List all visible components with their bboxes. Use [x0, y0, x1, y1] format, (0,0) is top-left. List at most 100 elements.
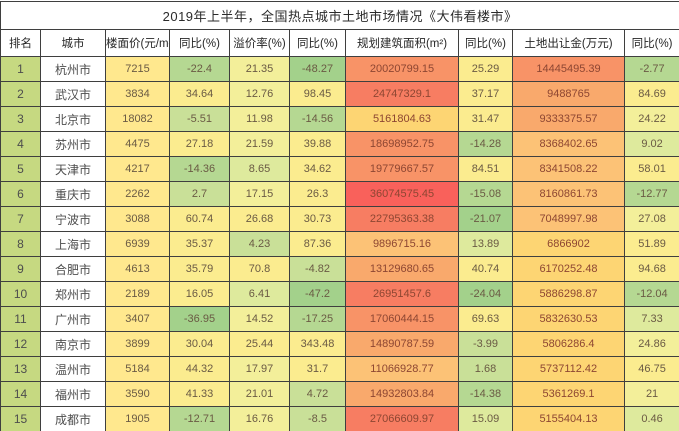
value-cell: 19779667.57 [345, 156, 459, 182]
value-cell: 87.36 [289, 231, 346, 257]
value-cell: -2.77 [623, 56, 679, 82]
rank-cell: 15 [0, 406, 41, 431]
table-row: 15 成都市 1905 -12.71 16.76 -8.5 27066609.97 15.09… [0, 406, 679, 431]
value-cell: -14.38 [458, 381, 513, 407]
city-cell: 温州市 [40, 356, 106, 382]
value-cell: 7215 [105, 56, 170, 82]
value-cell: 3590 [105, 381, 170, 407]
value-cell: 27066609.97 [345, 406, 459, 431]
value-cell: 44.32 [169, 356, 230, 382]
rank-cell: 11 [0, 306, 41, 332]
city-cell: 上海市 [40, 231, 106, 257]
value-cell: 5806286.4 [512, 331, 625, 357]
value-cell: -47.2 [289, 281, 346, 307]
value-cell: 69.63 [458, 306, 513, 332]
value-cell: 30.73 [289, 206, 346, 232]
rank-cell: 9 [0, 256, 41, 282]
value-cell: -14.56 [289, 106, 346, 132]
value-cell: 26.3 [289, 181, 346, 207]
value-cell: -3.99 [458, 331, 513, 357]
value-cell: -22.4 [169, 56, 230, 82]
value-cell: 25.29 [458, 56, 513, 82]
value-cell: 24747329.1 [345, 81, 459, 107]
value-cell: 6170252.48 [512, 256, 625, 282]
value-cell: 1905 [105, 406, 170, 431]
value-cell: 8160861.73 [512, 181, 625, 207]
table-row: 1 杭州市 7215 -22.4 21.35 -48.27 20020799.15 25.29… [0, 56, 679, 82]
value-cell: 12.76 [229, 81, 290, 107]
value-cell: 27.18 [169, 131, 230, 157]
table-row: 8 上海市 6939 35.37 4.23 87.36 9896715.16 13.89 686… [0, 231, 679, 257]
value-cell: 35.37 [169, 231, 230, 257]
value-cell: -36.95 [169, 306, 230, 332]
rank-cell: 1 [0, 56, 41, 82]
city-cell: 宁波市 [40, 206, 106, 232]
column-header-premium-rate: 溢价率(%) [229, 29, 290, 57]
table-row: 6 重庆市 2262 2.7 17.15 26.3 36074575.45 -15.08 816… [0, 181, 679, 207]
value-cell: 5832630.53 [512, 306, 625, 332]
value-cell: 14.52 [229, 306, 290, 332]
table-row: 4 苏州市 4475 27.18 21.59 39.88 18698952.75 -14.28… [0, 131, 679, 157]
city-cell: 成都市 [40, 406, 106, 431]
value-cell: 25.44 [229, 331, 290, 357]
value-cell: 5161804.63 [345, 106, 459, 132]
value-cell: -17.25 [289, 306, 346, 332]
table-row: 11 广州市 3407 -36.95 14.52 -17.25 17060444.15 69.… [0, 306, 679, 332]
value-cell: 34.64 [169, 81, 230, 107]
value-cell: -24.04 [458, 281, 513, 307]
value-cell: 16.05 [169, 281, 230, 307]
column-header-yoy-premium: 同比(%) [289, 29, 346, 57]
city-cell: 北京市 [40, 106, 106, 132]
rank-cell: 13 [0, 356, 41, 382]
value-cell: 14890787.59 [345, 331, 459, 357]
value-cell: 13.89 [458, 231, 513, 257]
rank-cell: 2 [0, 81, 41, 107]
value-cell: -14.28 [458, 131, 513, 157]
value-cell: 17060444.15 [345, 306, 459, 332]
city-cell: 福州市 [40, 381, 106, 407]
column-header-city: 城市 [40, 29, 106, 57]
value-cell: 9488765 [512, 81, 625, 107]
value-cell: 18698952.75 [345, 131, 459, 157]
value-cell: 9896715.16 [345, 231, 459, 257]
value-cell: 5886298.87 [512, 281, 625, 307]
value-cell: 18082 [105, 106, 170, 132]
value-cell: 2262 [105, 181, 170, 207]
value-cell: 4.72 [289, 381, 346, 407]
rank-cell: 8 [0, 231, 41, 257]
value-cell: 51.89 [623, 231, 679, 257]
value-cell: 343.48 [289, 331, 346, 357]
value-cell: 26.68 [229, 206, 290, 232]
value-cell: 4217 [105, 156, 170, 182]
value-cell: 8.65 [229, 156, 290, 182]
value-cell: 21.01 [229, 381, 290, 407]
value-cell: 11066928.77 [345, 356, 459, 382]
value-cell: -12.71 [169, 406, 230, 431]
rank-cell: 7 [0, 206, 41, 232]
value-cell: 41.33 [169, 381, 230, 407]
value-cell: 11.98 [229, 106, 290, 132]
table-row: 7 宁波市 3088 60.74 26.68 30.73 22795363.38 -21.07… [0, 206, 679, 232]
value-cell: -15.08 [458, 181, 513, 207]
value-cell: -21.07 [458, 206, 513, 232]
rank-cell: 4 [0, 131, 41, 157]
value-cell: 7.33 [623, 306, 679, 332]
column-header-yoy-floor: 同比(%) [169, 29, 230, 57]
value-cell: 31.7 [289, 356, 346, 382]
value-cell: 26951457.6 [345, 281, 459, 307]
value-cell: 3899 [105, 331, 170, 357]
value-cell: 17.97 [229, 356, 290, 382]
value-cell: 14445495.39 [512, 56, 625, 82]
value-cell: -8.5 [289, 406, 346, 431]
value-cell: 37.17 [458, 81, 513, 107]
value-cell: 16.76 [229, 406, 290, 431]
value-cell: 8368402.65 [512, 131, 625, 157]
rank-cell: 5 [0, 156, 41, 182]
value-cell: 5737112.42 [512, 356, 625, 382]
column-header-yoy-area: 同比(%) [458, 29, 513, 57]
value-cell: 3088 [105, 206, 170, 232]
value-cell: 46.75 [623, 356, 679, 382]
rank-cell: 14 [0, 381, 41, 407]
